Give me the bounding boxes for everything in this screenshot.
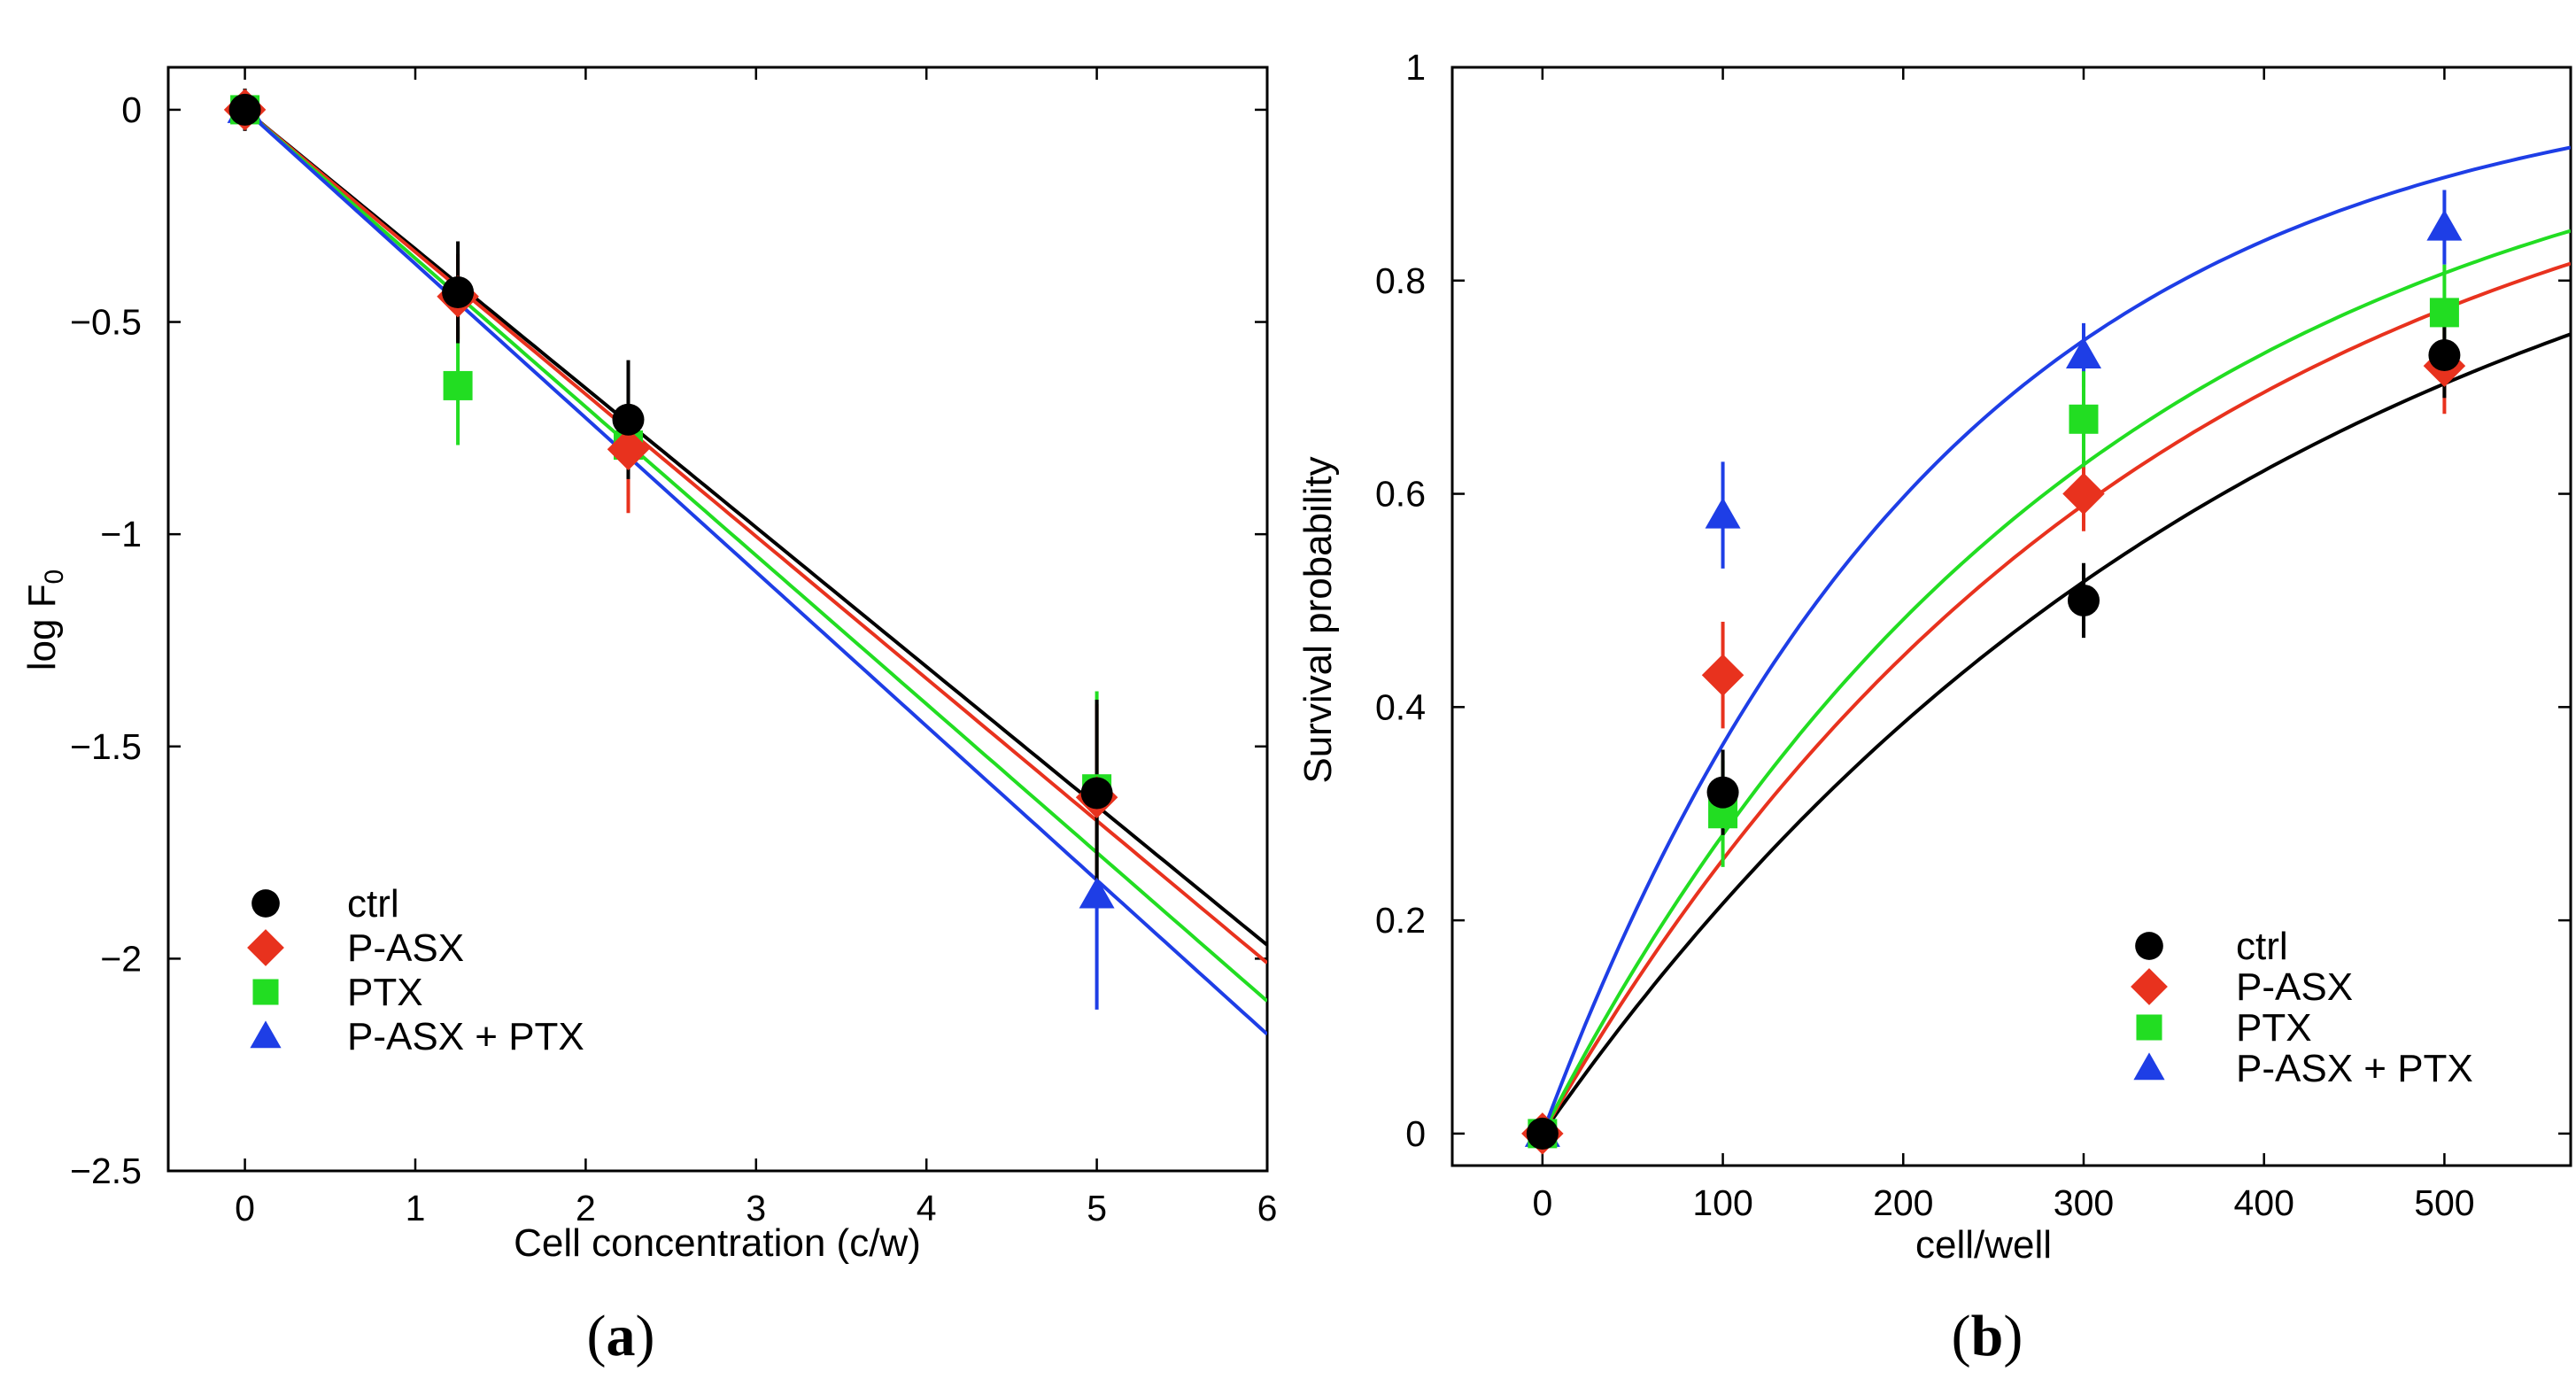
legend-marker-ctrl	[2135, 932, 2163, 960]
legend-label-p-asx-ptx: P-ASX + PTX	[347, 1015, 584, 1058]
legend-label-ptx: PTX	[2236, 1006, 2312, 1050]
y-tick-label: 0.6	[1375, 474, 1426, 515]
legend-marker-p-asx-ptx	[250, 1020, 282, 1049]
fit-line-p-asx-ptx	[1541, 145, 2571, 1135]
data-point-ctrl	[442, 275, 475, 308]
plot-frame	[1450, 66, 2572, 1167]
x-tick-label: 4	[917, 1188, 937, 1228]
y-tick-label: 0.4	[1375, 686, 1426, 727]
data-point-p-asx-ptx	[1705, 497, 1741, 529]
data-point-p-asx-ptx	[1079, 877, 1115, 909]
legend-label-p-asx-ptx: P-ASX + PTX	[2236, 1047, 2473, 1090]
data-point-ptx	[443, 370, 473, 400]
legend-marker-p-asx	[247, 929, 284, 966]
panel-label-open-paren: (	[587, 1304, 607, 1368]
legend-marker-p-asx-ptx	[2133, 1052, 2165, 1081]
plot-frame	[166, 66, 1269, 1173]
y-tick-label: −1.5	[70, 726, 142, 767]
x-tick-label: 0	[1532, 1182, 1552, 1223]
data-point-ctrl	[2428, 339, 2461, 372]
y-tick-label: −1	[100, 514, 142, 554]
data-point-p-asx-ptx	[2426, 209, 2463, 241]
data-point-ctrl	[228, 93, 261, 126]
y-tick-label: 0	[1405, 1113, 1426, 1154]
data-point-ctrl	[1526, 1117, 1559, 1150]
y-tick-label: −2	[100, 938, 142, 979]
panel-label-letter: a	[607, 1304, 636, 1368]
data-point-p-asx	[1701, 654, 1744, 696]
data-point-ctrl	[1706, 776, 1739, 809]
legend-marker-ptx	[252, 979, 279, 1005]
panel-a-chart: 0 1 2 3 4 5 6 0 −0.5 −1 −1.5 −2 −2.5 Cell concentrati…	[20, 66, 1278, 1368]
x-tick-label: 5	[1087, 1188, 1107, 1228]
data-point-ptx	[2429, 298, 2459, 328]
legend-marker-ptx	[2136, 1014, 2162, 1041]
y-axis-title-base: log F	[20, 584, 64, 670]
panel-label: (a)	[587, 1304, 655, 1368]
x-tick-label: 0	[235, 1188, 255, 1228]
x-tick-label: 500	[2414, 1182, 2474, 1223]
fit-line-ptx	[1541, 229, 2571, 1135]
panel-label-close-paren: )	[636, 1304, 655, 1368]
data-point-ctrl	[612, 403, 645, 436]
legend-label-p-asx: P-ASX	[347, 926, 464, 970]
legend-label-ctrl: ctrl	[2236, 925, 2288, 968]
y-tick-label: −2.5	[70, 1151, 142, 1191]
fit-line-ctrl	[244, 108, 1267, 947]
fit-line-ptx	[244, 108, 1267, 1003]
data-point-ctrl	[2067, 584, 2100, 616]
legend-label-ctrl: ctrl	[347, 882, 399, 926]
legend-marker-p-asx	[2131, 968, 2168, 1005]
fit-lines	[1541, 145, 2571, 1135]
x-tick-label: 200	[1873, 1182, 1933, 1223]
panel-label-open-paren: (	[1952, 1304, 1971, 1368]
panel-label-letter: b	[1971, 1304, 2004, 1368]
x-tick-label: 1	[406, 1188, 426, 1228]
data-point-p-asx	[607, 428, 650, 471]
fit-line-p-asx	[1541, 261, 2571, 1135]
y-tick-label: 0.8	[1375, 260, 1426, 301]
x-tick-label: 400	[2233, 1182, 2294, 1223]
x-tick-label: 300	[2054, 1182, 2114, 1223]
legend-marker-ctrl	[251, 889, 280, 918]
x-tick-label: 6	[1257, 1188, 1278, 1228]
y-tick-label: 0	[121, 89, 142, 130]
data-point-p-asx-ptx	[2065, 337, 2101, 369]
legend-label-p-asx: P-ASX	[2236, 965, 2353, 1009]
data-point-ptx	[2069, 404, 2099, 434]
data-point-p-asx	[2062, 472, 2105, 515]
fit-line-ctrl	[1541, 332, 2571, 1135]
y-axis-title: log F0	[20, 570, 69, 671]
panel-label: (b)	[1952, 1304, 2023, 1368]
panel-b-chart: 0 100 200 300 400 500 0 0.2 0.4 0.6 0.8 1 cell/well S…	[1296, 47, 2572, 1368]
x-tick-label: 3	[746, 1188, 766, 1228]
y-axis-title: Survival probability	[1296, 456, 1340, 783]
y-tick-label: −0.5	[70, 302, 142, 343]
x-axis-title: Cell concentration (c/w)	[514, 1221, 921, 1265]
x-tick-label: 100	[1692, 1182, 1752, 1223]
y-axis-title-subscript: 0	[40, 570, 69, 585]
legend-label-ptx: PTX	[347, 971, 423, 1014]
panel-label-close-paren: )	[2003, 1304, 2023, 1368]
y-tick-label: 1	[1405, 47, 1426, 88]
fit-line-p-asx	[244, 108, 1267, 965]
x-axis-title: cell/well	[1915, 1223, 2052, 1267]
y-tick-label: 0.2	[1375, 900, 1426, 941]
x-tick-label: 2	[576, 1188, 596, 1228]
data-point-ctrl	[1080, 777, 1113, 810]
